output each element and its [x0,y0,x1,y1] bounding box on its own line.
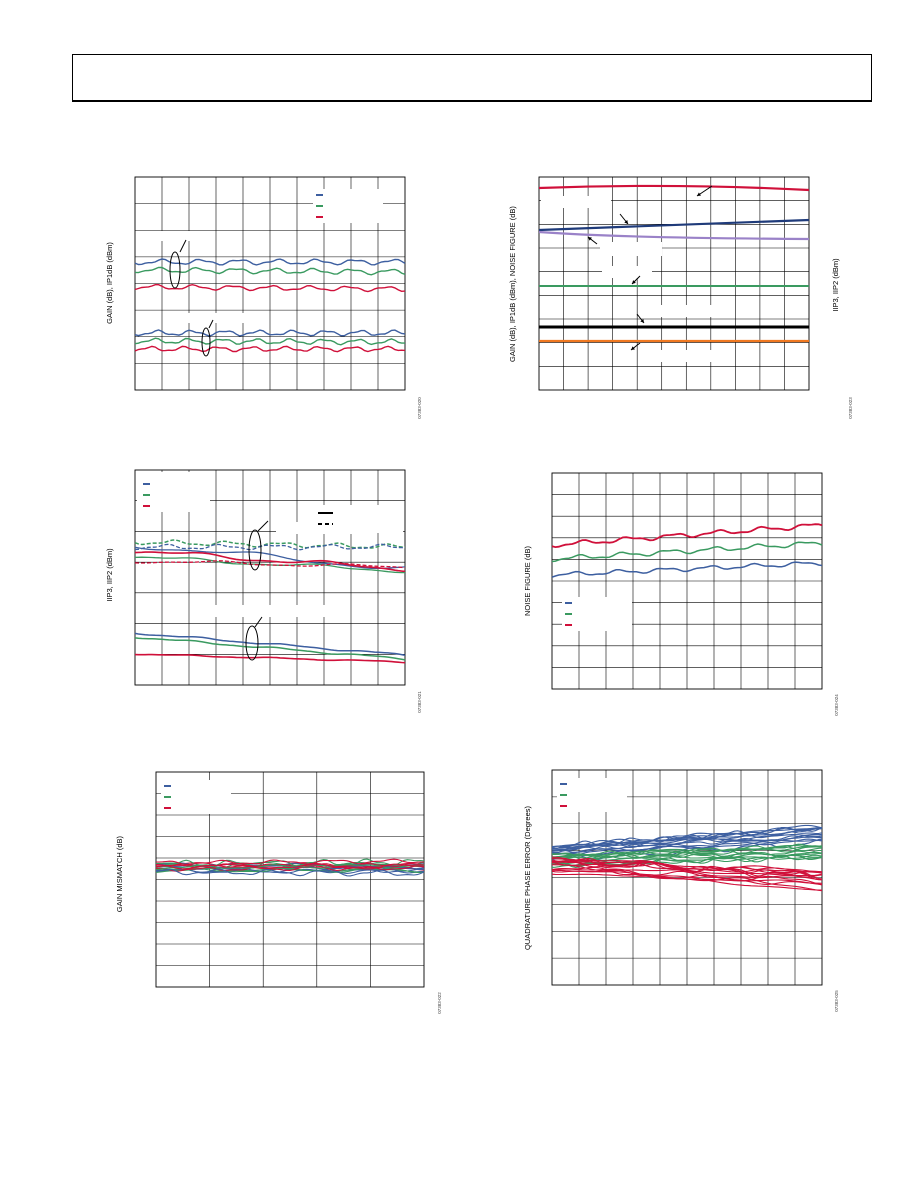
annotation-label-area [645,350,715,362]
series-line [551,859,823,874]
y-axis-label: QUADRATURE PHASE ERROR (Degrees) [523,805,532,950]
plot-frame [551,472,823,690]
annotation-leader [254,616,263,628]
plot-frame [134,176,406,391]
series-line [156,858,424,866]
series-line [551,561,823,578]
series-line [134,637,406,661]
series-line [552,853,823,861]
series-line [134,632,406,656]
annotation-label-area [137,231,197,241]
series-line [551,873,822,891]
annotation-label-area [602,266,652,278]
annotation-arrowhead [631,346,635,350]
y-axis-label: NOISE FIGURE (dB) [523,545,532,616]
series-line [551,845,823,859]
annotation-label-area [210,605,330,617]
series-line [551,523,823,549]
series-line [134,546,406,570]
annotation-ellipse [201,327,211,357]
series-line [551,833,823,849]
series-line [134,539,406,549]
figure-code: 07383-020 [417,397,422,419]
annotation-arrowhead [588,237,592,241]
y-axis-label: IIP3, IIP2 (dBm) [105,548,114,602]
legend-box [140,478,210,512]
series-line [134,551,406,573]
legend-box [161,780,231,814]
series-line [134,283,406,293]
plot-frame [155,771,425,988]
series-line [551,858,823,880]
annotation-leader [257,520,269,532]
annotation-arrowhead [640,319,644,323]
annotation-ellipse [245,625,259,661]
annotation-label-area [650,305,720,317]
page-header-frame [72,54,872,102]
annotation-ellipse [248,529,262,571]
series-line [551,864,823,881]
y-axis-label: GAIN (dB), IP1dB (dBm) [105,242,114,324]
series-line [551,839,822,856]
plot-frame [134,469,406,686]
series-line [551,826,823,849]
annotation-label-area [541,196,611,208]
series-line [551,866,823,886]
series-line-red [538,184,810,192]
series-line-lavender [538,230,810,241]
series-line [551,853,822,865]
annotation-ellipse [169,251,181,289]
series-line [551,541,823,563]
annotation-label-area [600,242,662,256]
y-axis-label: GAIN MISMATCH (dB) [115,835,124,912]
series-line [551,843,823,857]
plot-frame [538,176,810,391]
figure-code: 07383-025 [834,990,839,1012]
legend-box [313,189,383,223]
series-line [155,864,425,871]
legend-box [562,597,632,631]
series-line [134,653,406,664]
figure-code: 07383-022 [437,992,442,1014]
figure-code: 07383-024 [834,694,839,716]
series-line [551,861,823,876]
annotation-label-area [308,505,403,533]
series-line [134,543,406,551]
annotation-leader [179,239,187,253]
series-line [155,862,425,870]
annotation-arrowhead [624,220,628,224]
series-line [134,329,406,337]
legend-box [557,778,627,812]
series-line [551,869,823,885]
series-line [134,345,406,353]
annotation-arrowhead [632,280,636,284]
series-line [134,337,405,346]
annotation-label-area [177,313,257,323]
y-axis-label-right: IIP3, IIP2 (dBm) [831,258,840,312]
y-axis-label: GAIN (dB), IP1dB (dBm), NOISE FIGURE (dB… [508,206,517,362]
series-line [551,835,823,856]
series-line-navy [538,218,810,232]
figure-code: 07383-021 [417,691,422,713]
series-line [134,560,406,569]
annotation-arrowhead [697,192,701,196]
figure-code: 07383-023 [848,397,853,419]
series-line [155,868,425,877]
series-line [155,865,425,872]
annotation-leader [208,319,214,329]
plot-frame [551,769,823,986]
